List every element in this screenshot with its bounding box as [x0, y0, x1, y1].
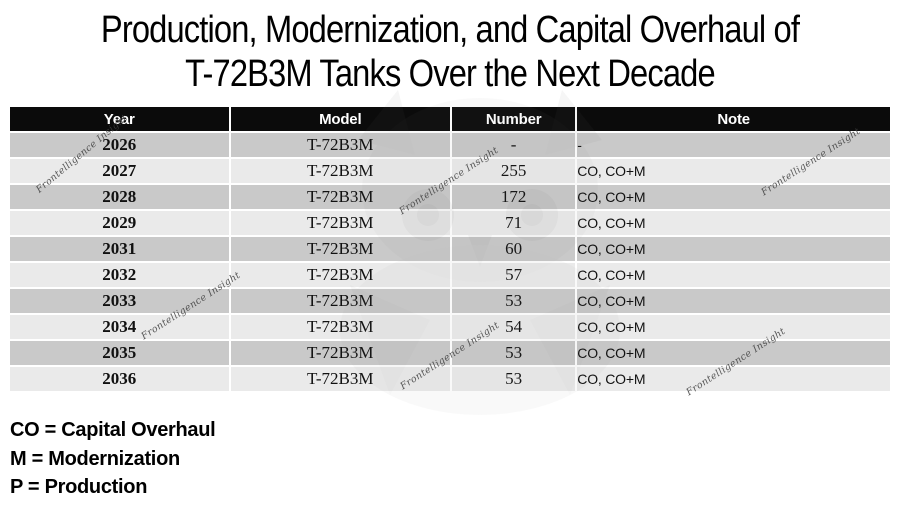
title-line-2: T-72B3M Tanks Over the Next Decade	[185, 53, 715, 95]
legend-line-co: CO = Capital Overhaul	[10, 419, 216, 441]
cell-number: 53	[452, 367, 576, 391]
legend-line-m: M = Modernization	[10, 447, 180, 470]
cell-note: CO, CO+M	[577, 315, 890, 339]
cell-model: T-72B3M	[230, 211, 450, 235]
table-header-row: Year Model Number Note	[10, 107, 890, 131]
table-header: Year Model Number Note	[10, 107, 890, 131]
cell-note: CO, CO+M	[577, 211, 890, 235]
table-row: 2026 T-72B3M - -	[10, 133, 890, 157]
cell-note: CO, CO+M	[577, 289, 890, 313]
cell-year: 2029	[10, 211, 229, 235]
table-row: 2031 T-72B3M 60 CO, CO+M	[10, 237, 890, 261]
cell-number: 60	[452, 237, 576, 261]
cell-number: 71	[452, 211, 576, 235]
abbreviation-legend: CO = Capital Overhaul M = Modernization …	[10, 416, 216, 502]
cell-model: T-72B3M	[230, 289, 450, 313]
cell-number: 255	[452, 159, 576, 183]
cell-number: 172	[452, 185, 576, 209]
column-header-year: Year	[10, 107, 229, 131]
cell-note: -	[577, 133, 890, 157]
cell-model: T-72B3M	[230, 341, 450, 365]
table-row: 2035 T-72B3M 53 CO, CO+M	[10, 341, 890, 365]
page-title: Production, Modernization, and Capital O…	[0, 8, 900, 96]
tanks-table: Year Model Number Note 2026 T-72B3M - -2027…	[8, 105, 892, 393]
cell-number: 53	[452, 341, 576, 365]
cell-note: CO, CO+M	[577, 367, 890, 391]
table-row: 2028 T-72B3M 172 CO, CO+M	[10, 185, 890, 209]
cell-number: 57	[452, 263, 576, 287]
cell-model: T-72B3M	[230, 133, 450, 157]
cell-note: CO, CO+M	[577, 341, 890, 365]
cell-number: -	[452, 133, 576, 157]
cell-note: CO, CO+M	[577, 185, 890, 209]
table-row: 2033 T-72B3M 53 CO, CO+M	[10, 289, 890, 313]
cell-model: T-72B3M	[230, 315, 450, 339]
column-header-note: Note	[577, 107, 890, 131]
cell-model: T-72B3M	[230, 159, 450, 183]
cell-number: 53	[452, 289, 576, 313]
cell-model: T-72B3M	[230, 263, 450, 287]
cell-year: 2035	[10, 341, 229, 365]
cell-year: 2036	[10, 367, 229, 391]
cell-model: T-72B3M	[230, 185, 450, 209]
table-row: 2036 T-72B3M 53 CO, CO+M	[10, 367, 890, 391]
table-row: 2034 T-72B3M 54 CO, CO+M	[10, 315, 890, 339]
table-row: 2032 T-72B3M 57 CO, CO+M	[10, 263, 890, 287]
cell-year: 2034	[10, 315, 229, 339]
cell-note: CO, CO+M	[577, 263, 890, 287]
cell-year: 2026	[10, 133, 229, 157]
table-row: 2027 T-72B3M 255 CO, CO+M	[10, 159, 890, 183]
cell-year: 2032	[10, 263, 229, 287]
cell-note: CO, CO+M	[577, 237, 890, 261]
table-body: 2026 T-72B3M - -2027 T-72B3M 255 CO, CO+M 2028 T…	[10, 133, 890, 391]
cell-year: 2027	[10, 159, 229, 183]
title-line-1: Production, Modernization, and Capital O…	[100, 9, 800, 51]
cell-model: T-72B3M	[230, 367, 450, 391]
cell-note: CO, CO+M	[577, 159, 890, 183]
cell-year: 2031	[10, 237, 229, 261]
cell-year: 2033	[10, 289, 229, 313]
legend-line-p: P = Production	[10, 476, 148, 498]
column-header-number: Number	[452, 107, 576, 131]
column-header-model: Model	[230, 107, 450, 131]
cell-year: 2028	[10, 185, 229, 209]
cell-model: T-72B3M	[230, 237, 450, 261]
cell-number: 54	[452, 315, 576, 339]
table-row: 2029 T-72B3M 71 CO, CO+M	[10, 211, 890, 235]
